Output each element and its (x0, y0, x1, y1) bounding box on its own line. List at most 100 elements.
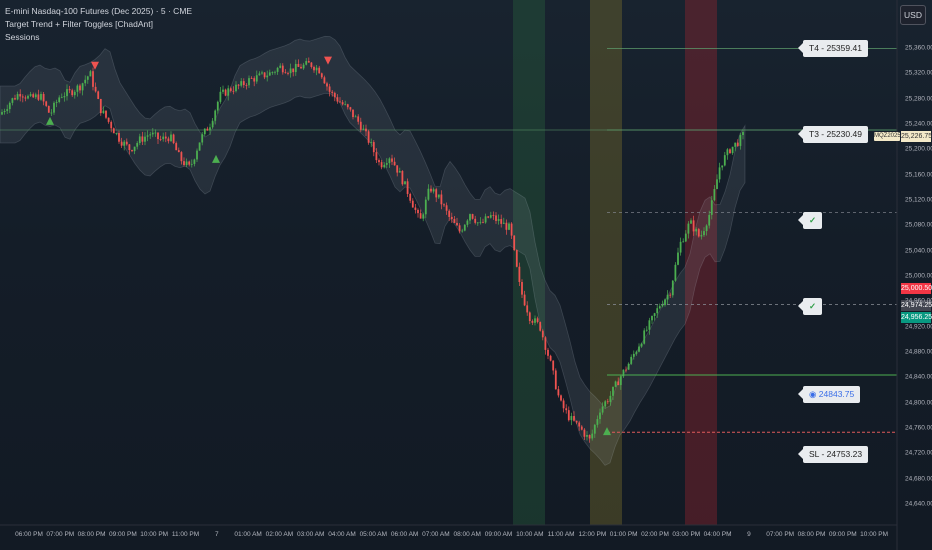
signal-markers (46, 56, 611, 436)
candle-body (591, 433, 594, 439)
candle-body (162, 136, 165, 140)
candle-body (627, 363, 630, 370)
candle-body (159, 139, 162, 140)
candle-body (713, 189, 716, 201)
candle-body (209, 127, 211, 131)
candle-body (606, 401, 609, 403)
price-tick-label: 25,000.00 (905, 272, 932, 280)
candle-body (424, 199, 427, 215)
candle-body (482, 221, 484, 223)
time-tick-label: 01:00 AM (234, 531, 262, 538)
candle-body (336, 97, 339, 102)
time-tick-label: 04:00 AM (328, 531, 356, 538)
candle-body (528, 312, 531, 322)
candle-body (705, 225, 708, 232)
candle-body (250, 78, 253, 79)
price-tick-label: 25,240.00 (905, 120, 932, 128)
candle-body (99, 98, 102, 114)
candle-body (674, 264, 677, 281)
candle-body (404, 181, 406, 185)
candle-body (294, 63, 297, 73)
candle-body (133, 146, 136, 152)
candle-body (27, 95, 29, 99)
candle-body (198, 142, 201, 151)
candle-body (547, 349, 549, 356)
candle-body (92, 71, 94, 87)
candle-body (687, 223, 690, 234)
price-tick-label: 24,800.00 (905, 399, 932, 407)
candle-body (136, 143, 139, 147)
candle-body (372, 142, 375, 153)
candle-body (679, 241, 682, 253)
candle-body (489, 215, 492, 218)
candle-body (120, 141, 123, 146)
candle-body (8, 102, 11, 110)
time-tick-label: 06:00 PM (15, 531, 43, 538)
indicator-label[interactable]: Target Trend + Filter Toggles [ChadAnt] (5, 19, 153, 29)
candle-body (263, 72, 266, 78)
candle-body (630, 356, 633, 364)
candle-body (268, 72, 271, 76)
candle-body (190, 163, 193, 165)
candle-body (84, 79, 87, 84)
price-tick-label: 24,720.00 (905, 449, 932, 457)
candle-body (450, 216, 453, 220)
candle-body (385, 163, 388, 165)
buy-signal-icon (603, 427, 611, 436)
candle-body (97, 91, 100, 99)
candle-body (284, 72, 287, 74)
candle-body (177, 150, 180, 153)
sessions-label[interactable]: Sessions (5, 32, 40, 42)
candle-body (349, 107, 352, 110)
candle-body (583, 429, 586, 437)
candle-body (684, 233, 687, 242)
currency-button[interactable]: USD (900, 5, 926, 25)
buy-signal-icon (46, 116, 54, 125)
candle-body (214, 110, 217, 121)
candle-body (518, 266, 521, 282)
candle-body (742, 132, 744, 136)
candle-body (445, 205, 448, 211)
candle-body (596, 419, 599, 425)
candle-body (575, 420, 578, 423)
candle-body (671, 280, 674, 296)
candle-body (383, 164, 386, 168)
candle-body (240, 81, 243, 86)
time-tick-label: 03:00 PM (672, 531, 701, 538)
candle-body (471, 214, 474, 219)
candle-body (354, 116, 357, 118)
time-tick-label: 09:00 AM (484, 531, 513, 538)
price-tick-label: 25,360.00 (905, 44, 932, 52)
candle-body (367, 131, 370, 143)
time-tick-label: 09:00 PM (828, 531, 857, 538)
price-tick-label: 25,200.00 (905, 145, 932, 153)
candle-body (11, 98, 14, 103)
candle-body (71, 90, 74, 96)
symbol-title[interactable]: E-mini Nasdaq-100 Futures (Dec 2025) · 5… (5, 6, 193, 16)
candle-body (318, 67, 321, 74)
time-tick-label: 01:00 PM (609, 531, 638, 538)
candle-body (242, 81, 245, 86)
candle-body (164, 136, 167, 139)
candle-body (521, 281, 523, 295)
candle-body (112, 128, 115, 134)
candle-body (146, 135, 149, 137)
candle-body (66, 89, 68, 97)
candle-body (406, 181, 409, 194)
candle-body (393, 161, 396, 166)
sell-signal-icon (324, 56, 332, 65)
candle-body (502, 222, 505, 224)
candle-body (456, 222, 458, 226)
candle-body (302, 64, 305, 69)
candle-body (258, 73, 261, 76)
entry-label: ◉ 24843.75 (797, 386, 861, 403)
candle-body (58, 97, 61, 102)
candle-body (365, 128, 367, 132)
candle-body (625, 369, 627, 371)
candle-body (736, 142, 739, 146)
price-tick-label: 24,920.00 (905, 323, 932, 331)
candle-body (710, 200, 713, 215)
candle-body (333, 92, 336, 98)
candle-body (102, 110, 105, 114)
